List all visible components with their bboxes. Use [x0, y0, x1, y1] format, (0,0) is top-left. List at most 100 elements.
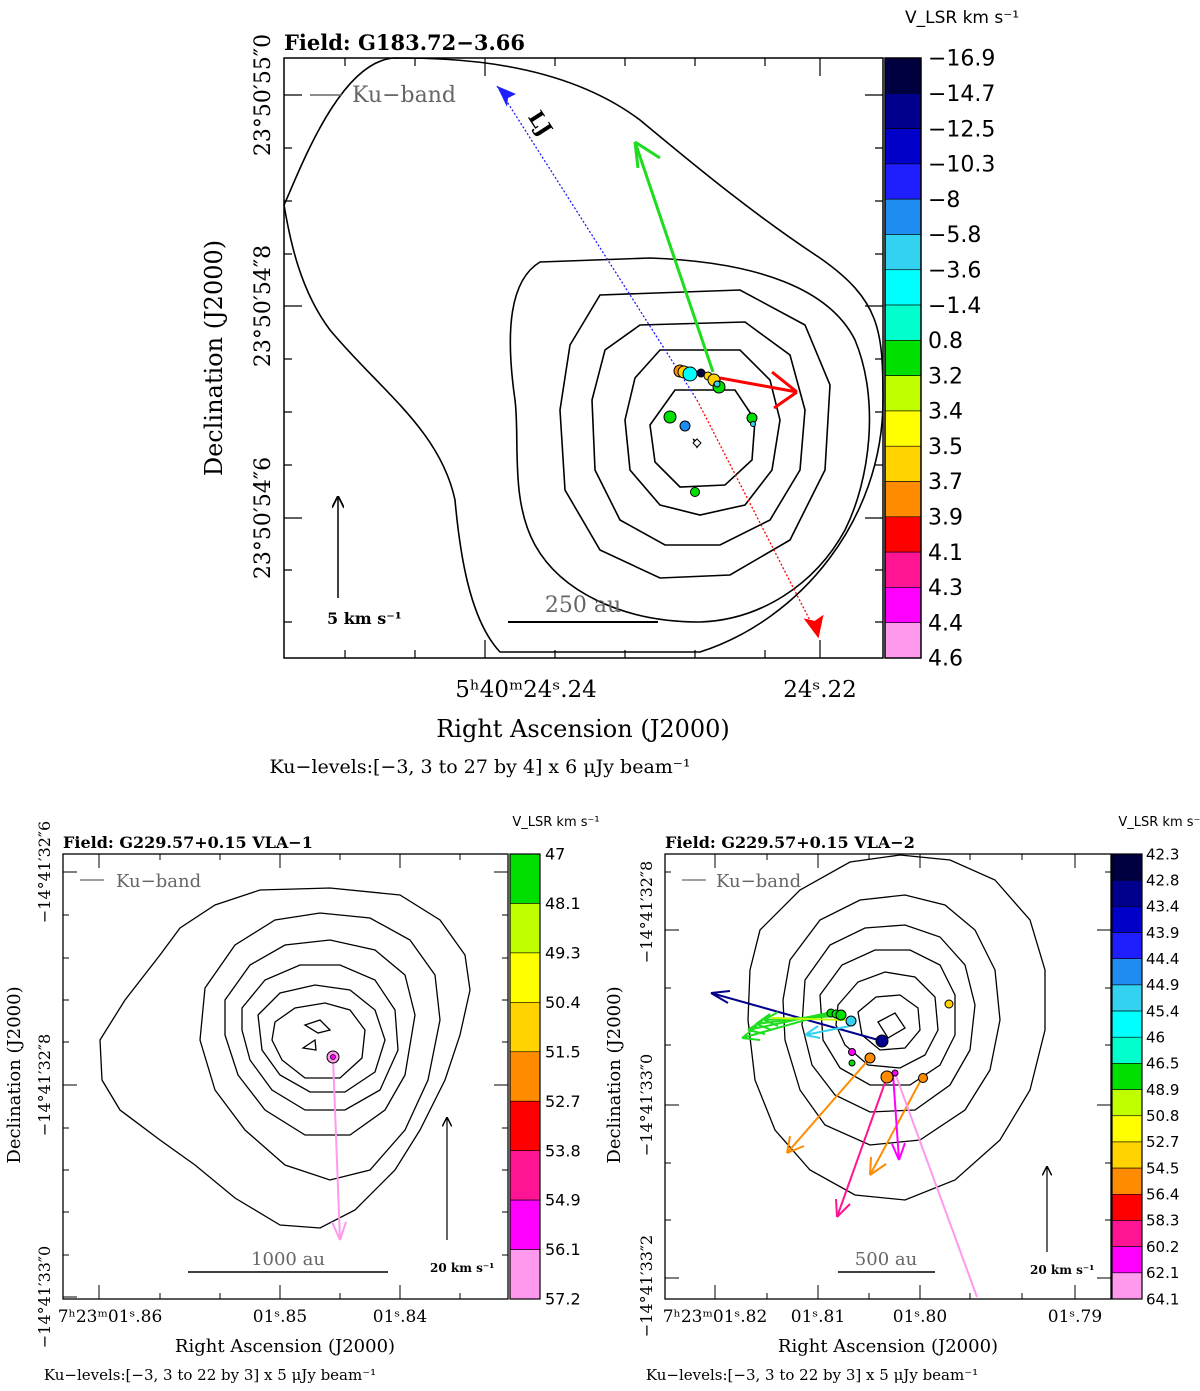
jet-line-blue: [496, 85, 698, 401]
motion-arrow-orange: [786, 1057, 871, 1154]
colorbar-tick-label: 48.9: [1146, 1081, 1179, 1099]
colorbar-tick-label: 3.2: [928, 364, 963, 389]
maser-spot: [690, 487, 700, 497]
panel3-maser-spots: [826, 999, 954, 1084]
panel1-levels-note: Ku−levels:[−3, 3 to 27 by 4] x 6 μJy bea…: [270, 756, 691, 778]
motion-arrowhead-green: [755, 1013, 773, 1031]
colorbar-tick-label: 52.7: [1146, 1133, 1179, 1151]
colorbar-swatch: [884, 622, 922, 659]
jet-arrowhead-red: [803, 614, 824, 639]
colorbar-swatch: [884, 445, 922, 482]
colorbar-tick-label: 57.2: [545, 1290, 581, 1309]
colorbar-swatch: [884, 481, 922, 518]
colorbar-swatch: [1111, 1246, 1143, 1274]
colorbar-tick-label: 62.1: [1146, 1264, 1179, 1282]
panel2-frame: [62, 853, 509, 1300]
panel3-colorbar-title: V_LSR km s⁻¹: [1118, 815, 1200, 830]
contour-level-7: [303, 1019, 332, 1034]
panel1-xlabel: Right Ascension (J2000): [436, 715, 730, 743]
panel1-xtick-label: 5ʰ40ᵐ24ˢ.24: [455, 677, 597, 703]
panel1-scalebar-label: 250 au: [545, 593, 621, 618]
panel1-xtick-label: 24ˢ.22: [783, 677, 857, 703]
colorbar-tick-label: 4.4: [928, 611, 963, 636]
colorbar-tick-label: 3.9: [928, 506, 963, 531]
maser-spot: [713, 380, 721, 388]
colorbar-swatch: [884, 269, 922, 306]
jet-line-red: [696, 399, 819, 637]
colorbar-tick-label: 48.1: [545, 894, 581, 913]
colorbar-swatch: [509, 1051, 541, 1102]
colorbar-tick-label: 64.1: [1146, 1290, 1179, 1308]
maser-spot: [679, 420, 691, 432]
colorbar-tick-label: 45.4: [1146, 1002, 1179, 1020]
panel3-ticks: [665, 854, 1111, 1299]
colorbar-tick-label: 3.4: [928, 400, 963, 425]
jet-arrowhead-blue: [497, 86, 516, 107]
maser-spot: [891, 1069, 899, 1077]
colorbar-tick-label: −16.9: [928, 47, 995, 72]
motion-arrowhead-cyan: [804, 1025, 821, 1039]
colorbar-tick-label: 3.5: [928, 435, 963, 460]
colorbar-tick-label: 3.7: [928, 470, 963, 495]
motion-arrow-green: [633, 141, 715, 373]
colorbar-swatch: [509, 903, 541, 954]
motion-arrowhead-magenta: [835, 1198, 851, 1218]
contour-level-2: [782, 894, 1001, 1146]
colorbar-tick-label: 44.4: [1146, 950, 1179, 968]
panel3-xtick-label: 7ʰ23ᵐ01ˢ.82: [663, 1307, 768, 1327]
colorbar-tick-label: 44.9: [1146, 976, 1179, 994]
colorbar-swatch: [509, 1002, 541, 1053]
motion-arrow-cyan: [804, 1025, 851, 1036]
panel2-ytick-label: −14°41′32″6: [35, 821, 54, 923]
panel1-ylabel: Declination (J2000): [200, 240, 228, 476]
panel-2: Field: G229.57+0.15 VLA−1 Ku−band 20 km …: [4, 815, 600, 1384]
colorbar-tick-label: 4.3: [928, 576, 963, 601]
colorbar-tick-label: 46: [1146, 1028, 1165, 1046]
maser-spot: [944, 999, 954, 1009]
jet-label: LJ: [523, 106, 557, 140]
colorbar-tick-label: 43.9: [1146, 924, 1179, 942]
colorbar-tick-label: 4.6: [928, 647, 963, 672]
motion-arrowhead-pink: [331, 1221, 347, 1241]
motion-arrowhead-green: [633, 140, 661, 169]
panel3-xlabel: Right Ascension (J2000): [778, 1336, 998, 1357]
panel3-frame: [664, 853, 1112, 1300]
colorbar-tick-label: −8: [928, 188, 960, 213]
colorbar-swatch: [509, 952, 541, 1003]
panel1-colorbar: V_LSR km s⁻¹ −16.9−14.7−12.5−10.3−8−5.8−…: [884, 8, 1019, 672]
colorbar-swatch: [884, 57, 922, 94]
colorbar-swatch: [1111, 1115, 1143, 1143]
motion-arrowhead-red: [771, 370, 798, 410]
panel2-ytick-label: −14°41′32″8: [35, 1034, 54, 1136]
colorbar-swatch: [509, 1249, 541, 1300]
colorbar-swatch: [1111, 1141, 1143, 1169]
panel1-colorbar-frame: [884, 57, 922, 659]
motion-arrowhead-green: [763, 1011, 779, 1027]
colorbar-swatch: [1111, 1010, 1143, 1038]
colorbar-tick-label: 42.3: [1146, 845, 1179, 863]
panel3-colorbar-frame: [1111, 853, 1143, 1300]
colorbar-swatch: [884, 340, 922, 376]
motion-arrow-violet: [892, 1073, 900, 1161]
colorbar-tick-label: 51.5: [545, 1042, 581, 1061]
contour-level-4: [241, 964, 399, 1111]
contour-level-1: [747, 854, 1046, 1201]
panel1-ytick-label: 23°50′54″6: [251, 457, 276, 579]
panel2-scalebar-label: 1000 au: [251, 1249, 325, 1270]
colorbar-swatch: [884, 551, 922, 588]
maser-spot: [918, 1073, 928, 1083]
motion-arrow-pink: [894, 1072, 978, 1298]
panel3-levels-note: Ku−levels:[−3, 3 to 22 by 3] x 5 μJy bea…: [646, 1366, 978, 1384]
colorbar-tick-label: −12.5: [928, 117, 995, 142]
colorbar-tick-label: 54.5: [1146, 1159, 1179, 1177]
colorbar-tick-label: 50.8: [1146, 1107, 1179, 1125]
panel2-velocity-ref-label: 20 km s⁻¹: [430, 1261, 494, 1275]
contour-level-4: [591, 321, 806, 546]
panel2-ticks: [63, 854, 508, 1299]
panel1-colorbar-title: V_LSR km s⁻¹: [905, 8, 1019, 28]
colorbar-tick-label: 43.4: [1146, 898, 1179, 916]
motion-arrow-lime: [771, 1017, 846, 1021]
panel2-colorbar-title: V_LSR km s⁻¹: [512, 815, 599, 830]
panel1-colorbar-labels: −16.9 −14.7 −12.5 −10.3 −8 −5.8 −3.6 −1.4 0.8 3.2…: [928, 47, 995, 672]
